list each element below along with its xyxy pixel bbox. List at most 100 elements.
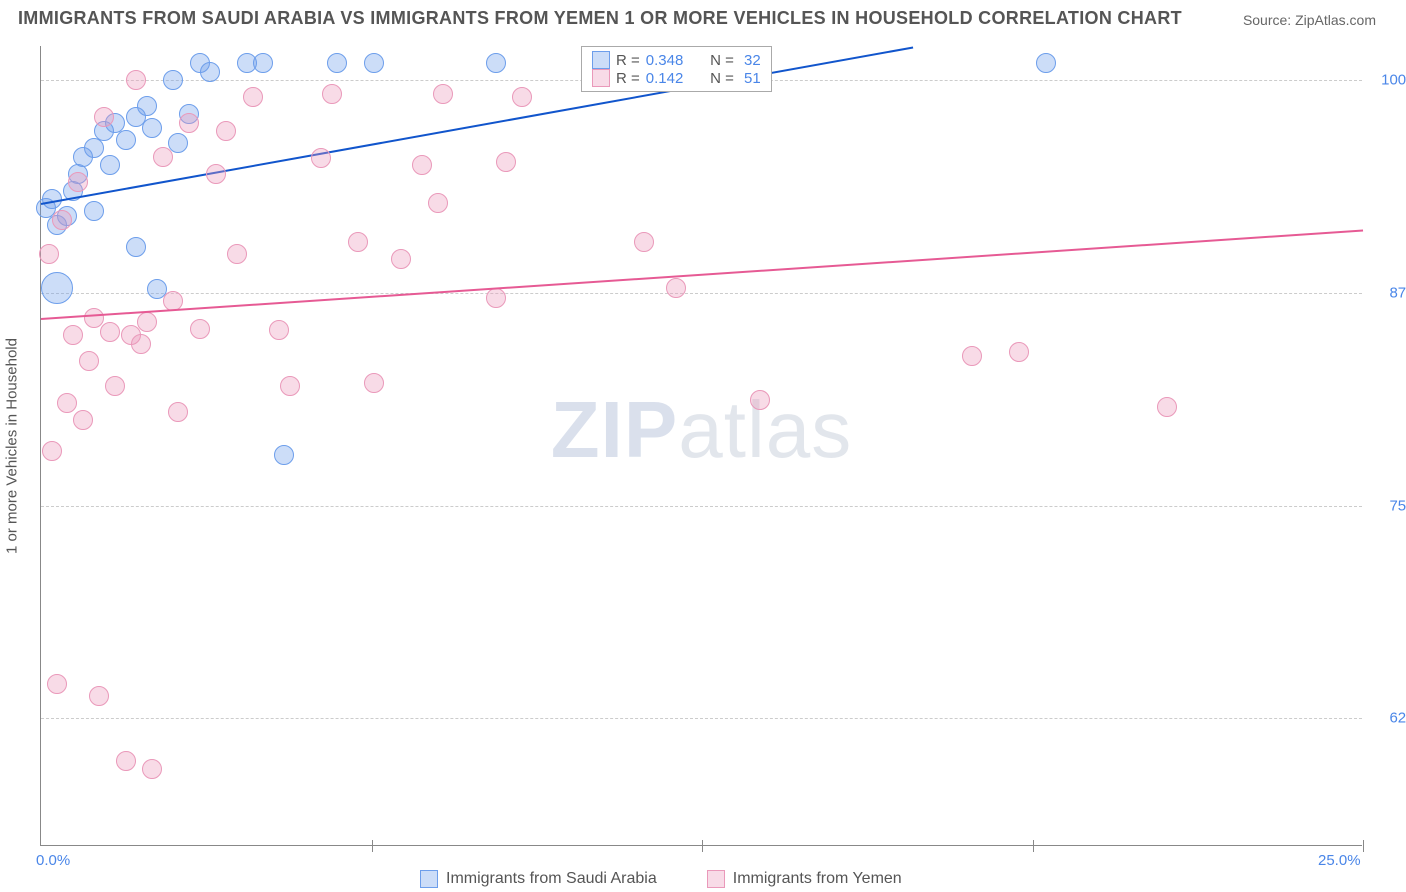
stat-n-label: N = <box>702 70 734 87</box>
stat-r-value: 0.142 <box>646 70 696 87</box>
data-point-saudi <box>1036 53 1056 73</box>
data-point-saudi <box>137 96 157 116</box>
watermark-zip: ZIP <box>551 385 678 474</box>
gridline-v <box>702 840 703 852</box>
data-point-yemen <box>73 410 93 430</box>
data-point-saudi <box>200 62 220 82</box>
plot-area: ZIPatlas 62.5%75.0%87.5%100.0%R =0.348 N… <box>40 46 1362 846</box>
chart-title: IMMIGRANTS FROM SAUDI ARABIA VS IMMIGRAN… <box>18 8 1182 29</box>
legend-item-yemen: Immigrants from Yemen <box>707 870 902 888</box>
data-point-yemen <box>322 84 342 104</box>
data-point-yemen <box>311 148 331 168</box>
y-tick-label: 100.0% <box>1372 72 1406 89</box>
data-point-yemen <box>137 312 157 332</box>
y-tick-label: 62.5% <box>1372 710 1406 727</box>
stat-r-label: R = <box>616 70 640 87</box>
data-point-saudi <box>100 155 120 175</box>
data-point-yemen <box>47 674 67 694</box>
y-tick-label: 75.0% <box>1372 497 1406 514</box>
data-point-yemen <box>153 147 173 167</box>
stat-n-value: 51 <box>740 70 761 87</box>
data-point-yemen <box>79 351 99 371</box>
data-point-yemen <box>126 70 146 90</box>
data-point-yemen <box>142 759 162 779</box>
legend-swatch-icon <box>592 69 610 87</box>
data-point-yemen <box>1157 397 1177 417</box>
data-point-yemen <box>1009 342 1029 362</box>
data-point-yemen <box>116 751 136 771</box>
data-point-saudi <box>41 272 73 304</box>
data-point-yemen <box>348 232 368 252</box>
data-point-yemen <box>412 155 432 175</box>
data-point-yemen <box>227 244 247 264</box>
data-point-yemen <box>168 402 188 422</box>
data-point-yemen <box>486 288 506 308</box>
data-point-saudi <box>142 118 162 138</box>
data-point-yemen <box>100 322 120 342</box>
stat-r-label: R = <box>616 52 640 69</box>
data-point-saudi <box>327 53 347 73</box>
legend-swatch-yemen <box>707 870 725 888</box>
data-point-saudi <box>364 53 384 73</box>
stats-row-yemen: R = 0.142 N = 51 <box>592 69 761 87</box>
gridline-h <box>41 293 1362 294</box>
gridline-v <box>372 840 373 852</box>
data-point-saudi <box>84 138 104 158</box>
stats-row-saudi: R = 0.348 N = 32 <box>592 51 761 69</box>
source-label: Source: ZipAtlas.com <box>1243 12 1376 28</box>
data-point-yemen <box>57 393 77 413</box>
legend-swatch-saudi <box>420 870 438 888</box>
data-point-yemen <box>89 686 109 706</box>
data-point-saudi <box>168 133 188 153</box>
data-point-saudi <box>126 237 146 257</box>
data-point-yemen <box>68 172 88 192</box>
stat-r-value: 0.348 <box>646 52 696 69</box>
data-point-yemen <box>206 164 226 184</box>
gridline-h <box>41 506 1362 507</box>
gridline-v <box>1033 840 1034 852</box>
data-point-yemen <box>131 334 151 354</box>
data-point-yemen <box>512 87 532 107</box>
data-point-yemen <box>750 390 770 410</box>
data-point-yemen <box>433 84 453 104</box>
data-point-yemen <box>52 210 72 230</box>
data-point-yemen <box>391 249 411 269</box>
data-point-yemen <box>364 373 384 393</box>
stat-n-value: 32 <box>740 52 761 69</box>
legend-label-saudi: Immigrants from Saudi Arabia <box>446 870 657 888</box>
data-point-yemen <box>666 278 686 298</box>
data-point-yemen <box>243 87 263 107</box>
x-tick-label: 25.0% <box>1318 852 1361 869</box>
data-point-saudi <box>163 70 183 90</box>
legend-swatch-icon <box>592 51 610 69</box>
data-point-yemen <box>39 244 59 264</box>
data-point-saudi <box>486 53 506 73</box>
stat-n-label: N = <box>702 52 734 69</box>
legend-item-saudi: Immigrants from Saudi Arabia <box>420 870 657 888</box>
data-point-yemen <box>179 113 199 133</box>
legend-label-yemen: Immigrants from Yemen <box>733 870 902 888</box>
gridline-v <box>1363 840 1364 852</box>
data-point-yemen <box>42 441 62 461</box>
data-point-yemen <box>105 376 125 396</box>
data-point-yemen <box>216 121 236 141</box>
data-point-yemen <box>962 346 982 366</box>
gridline-h <box>41 718 1362 719</box>
bottom-legend: Immigrants from Saudi Arabia Immigrants … <box>420 870 902 888</box>
data-point-yemen <box>269 320 289 340</box>
data-point-saudi <box>116 130 136 150</box>
data-point-saudi <box>274 445 294 465</box>
stats-box: R = 0.348 N = 32 R = 0.142 N = 51 <box>581 46 772 92</box>
watermark: ZIPatlas <box>551 384 852 476</box>
data-point-saudi <box>84 201 104 221</box>
data-point-yemen <box>190 319 210 339</box>
y-tick-label: 87.5% <box>1372 284 1406 301</box>
data-point-yemen <box>496 152 516 172</box>
data-point-yemen <box>634 232 654 252</box>
data-point-yemen <box>94 107 114 127</box>
data-point-saudi <box>253 53 273 73</box>
x-tick-label: 0.0% <box>36 852 70 869</box>
data-point-yemen <box>428 193 448 213</box>
data-point-yemen <box>280 376 300 396</box>
y-axis-label: 1 or more Vehicles in Household <box>4 338 21 554</box>
